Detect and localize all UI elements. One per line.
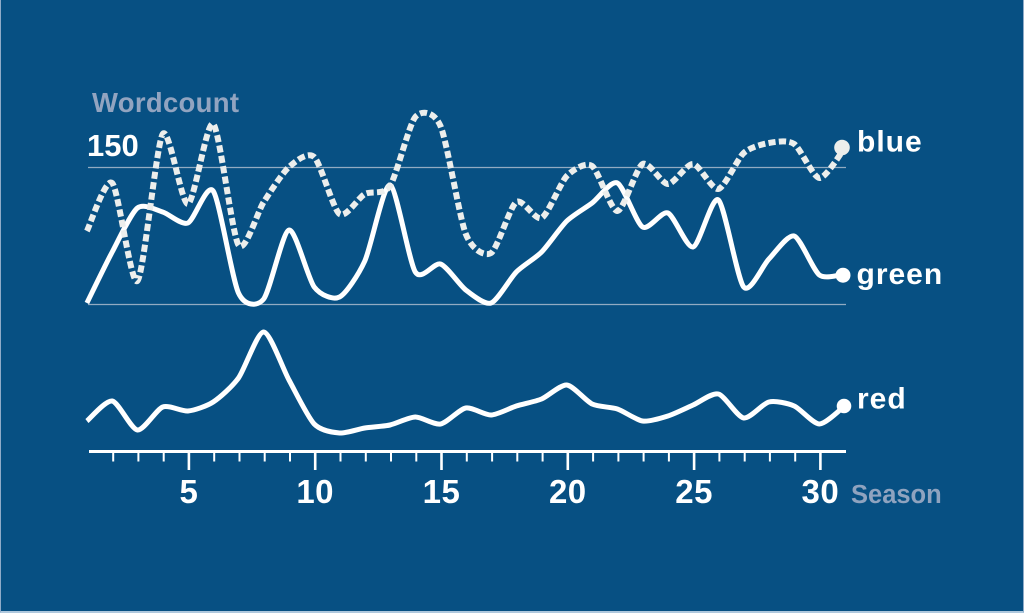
svg-text:green: green (857, 258, 944, 291)
svg-text:blue: blue (857, 126, 923, 159)
svg-text:25: 25 (675, 473, 713, 510)
svg-text:Wordcount: Wordcount (92, 87, 239, 118)
svg-text:Season: Season (851, 481, 942, 509)
svg-text:10: 10 (296, 473, 334, 510)
svg-text:150: 150 (87, 128, 139, 163)
svg-text:30: 30 (802, 473, 840, 510)
svg-text:20: 20 (549, 473, 587, 510)
svg-text:red: red (857, 383, 907, 416)
svg-text:15: 15 (423, 473, 461, 510)
svg-text:5: 5 (179, 473, 198, 510)
